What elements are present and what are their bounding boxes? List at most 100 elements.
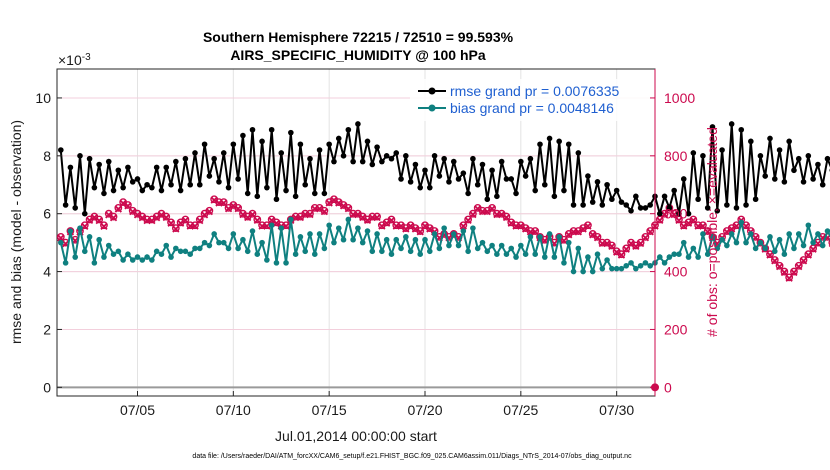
rmse-point (815, 161, 821, 168)
bias-point (541, 254, 548, 260)
bias-point (815, 231, 821, 237)
bias-point (824, 228, 830, 234)
bias-point (302, 248, 309, 255)
bias-point (86, 234, 93, 240)
obs-evaluated-point (200, 211, 209, 219)
obs-evaluated-point (253, 216, 261, 224)
obs-evaluated-point (248, 210, 257, 219)
bias-point (565, 239, 572, 246)
obs-evaluated-point (138, 214, 146, 222)
obs-possible-point (641, 232, 650, 241)
obs-evaluated-point (785, 274, 793, 282)
bias-point (757, 239, 764, 246)
obs-evaluated-point (387, 216, 396, 224)
bias-point (585, 254, 591, 260)
obs-evaluated-point (339, 202, 348, 210)
rmse-point (86, 155, 93, 162)
rmse-point (431, 153, 438, 159)
bias-point (196, 245, 203, 252)
bias-point (522, 251, 529, 258)
obs-possible-point (766, 250, 774, 259)
obs-evaluated-point (632, 242, 640, 251)
obs-evaluated-point (133, 211, 142, 219)
rmse-point (249, 126, 256, 133)
y2-tick-label: 1000 (664, 90, 695, 106)
bias-point (546, 231, 553, 237)
bias-point (575, 245, 582, 252)
y2-axis-ticks: 0 200 400 600 800 1000 (650, 69, 695, 396)
obs-possible-point (167, 218, 175, 227)
obs-evaluated-point (224, 205, 233, 213)
bias-point (110, 251, 117, 258)
rmse-point (465, 190, 471, 197)
rmse-point (628, 207, 634, 214)
rmse-point (139, 187, 146, 194)
bias-point (441, 225, 447, 231)
obs-evaluated-point (109, 214, 118, 222)
rmse-point (96, 161, 102, 168)
rmse-point (403, 153, 409, 159)
obs-possible-point (253, 215, 262, 224)
bias-point (518, 242, 524, 249)
rmse-point (264, 184, 270, 191)
obs-evaluated-point (239, 210, 247, 219)
bias-point (680, 239, 687, 246)
obs-evaluated-point (608, 242, 616, 251)
rmse-point (551, 193, 558, 200)
bias-point (240, 236, 246, 243)
bias-point (695, 254, 701, 260)
obs-evaluated-point (421, 222, 429, 230)
rmse-point (676, 210, 682, 217)
obs-evaluated-point (742, 222, 750, 230)
rmse-point (58, 147, 64, 153)
bias-point (369, 248, 376, 255)
rmse-point (81, 210, 88, 217)
rmse-point (292, 193, 299, 200)
rmse-point (685, 210, 692, 217)
rmse-point (259, 138, 265, 145)
bias-point (379, 248, 385, 255)
bias-point (182, 248, 189, 255)
bias-point (211, 231, 217, 237)
obs-evaluated-point (210, 196, 218, 204)
obs-evaluated-point (335, 199, 343, 207)
rmse-point (91, 184, 98, 191)
obs-possible-point (770, 256, 779, 264)
bias-point (134, 254, 141, 260)
obs-evaluated-point (660, 210, 669, 219)
bias-point (719, 236, 725, 243)
obs-evaluated-point (114, 205, 122, 213)
bias-point (72, 254, 79, 260)
obs-evaluated-point (378, 222, 386, 230)
obs-evaluated-point (263, 222, 271, 230)
bias-point (403, 234, 409, 240)
rmse-point (67, 164, 74, 171)
bias-point (91, 260, 98, 266)
x-axis-label: Jul.01,2014 00:00:00 start (275, 428, 437, 444)
obs-possible-point (785, 273, 794, 282)
rmse-point (661, 193, 668, 200)
bias-point (220, 239, 227, 246)
obs-evaluated-point (359, 213, 367, 222)
rmse-point (321, 190, 328, 197)
obs-evaluated-point (354, 210, 362, 219)
y2-tick-label: 200 (664, 321, 688, 337)
rmse-point (503, 176, 510, 182)
obs-possible-point (584, 221, 592, 230)
rmse-point (585, 173, 591, 179)
obs-evaluated-point (162, 213, 170, 222)
rmse-point (671, 187, 677, 194)
bias-point (474, 245, 481, 252)
rmse-point (479, 161, 486, 168)
bias-point (120, 257, 126, 263)
bias-point (278, 225, 285, 231)
bias-point (359, 239, 366, 246)
rmse-point (177, 187, 184, 194)
rmse-point (388, 155, 395, 162)
rmse-point (450, 158, 457, 165)
obs-evaluated-point (268, 216, 276, 224)
bias-point (244, 248, 251, 255)
obs-evaluated-point (81, 222, 89, 231)
bias-point (288, 216, 294, 223)
obs-evaluated-point (296, 213, 305, 222)
